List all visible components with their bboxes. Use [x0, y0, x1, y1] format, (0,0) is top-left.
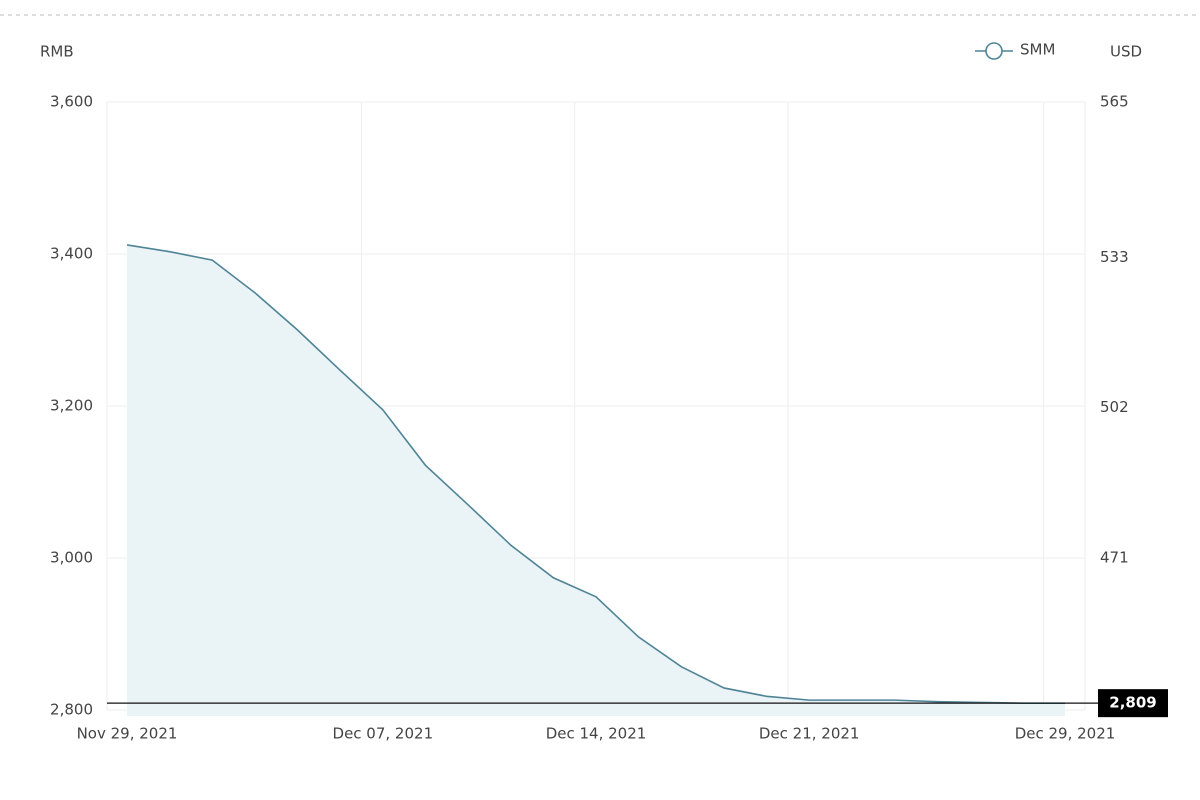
line [126, 244, 1065, 704]
x-tick-label: Dec 14, 2021 [546, 725, 647, 743]
x-tick-label: Dec 29, 2021 [1015, 725, 1116, 743]
y2-tick-label: 502 [1100, 398, 1129, 416]
legend-marker [985, 42, 1003, 60]
legend-label: SMM [1020, 41, 1055, 59]
y2-tick-label: 565 [1100, 93, 1129, 111]
x-tick-label: Dec 07, 2021 [333, 725, 434, 743]
value-label: 2,809 [1109, 694, 1156, 712]
y-tick-label: 3,600 [50, 93, 93, 111]
y2-axis-label: USD [1110, 43, 1142, 61]
x-tick-label: Nov 29, 2021 [77, 725, 178, 743]
y-tick-label: 3,200 [50, 397, 93, 415]
area [127, 244, 1065, 716]
value-badge [1098, 689, 1168, 718]
y2-tick-label: 471 [1100, 549, 1129, 567]
x-tick-label: Dec 21, 2021 [759, 725, 860, 743]
y2-tick-label: 533 [1100, 248, 1129, 266]
y-tick-label: 2,800 [50, 701, 93, 719]
y-tick-label: 3,400 [50, 245, 93, 263]
y-axis-label: RMB [40, 43, 74, 61]
y-tick-label: 3,000 [50, 549, 93, 567]
